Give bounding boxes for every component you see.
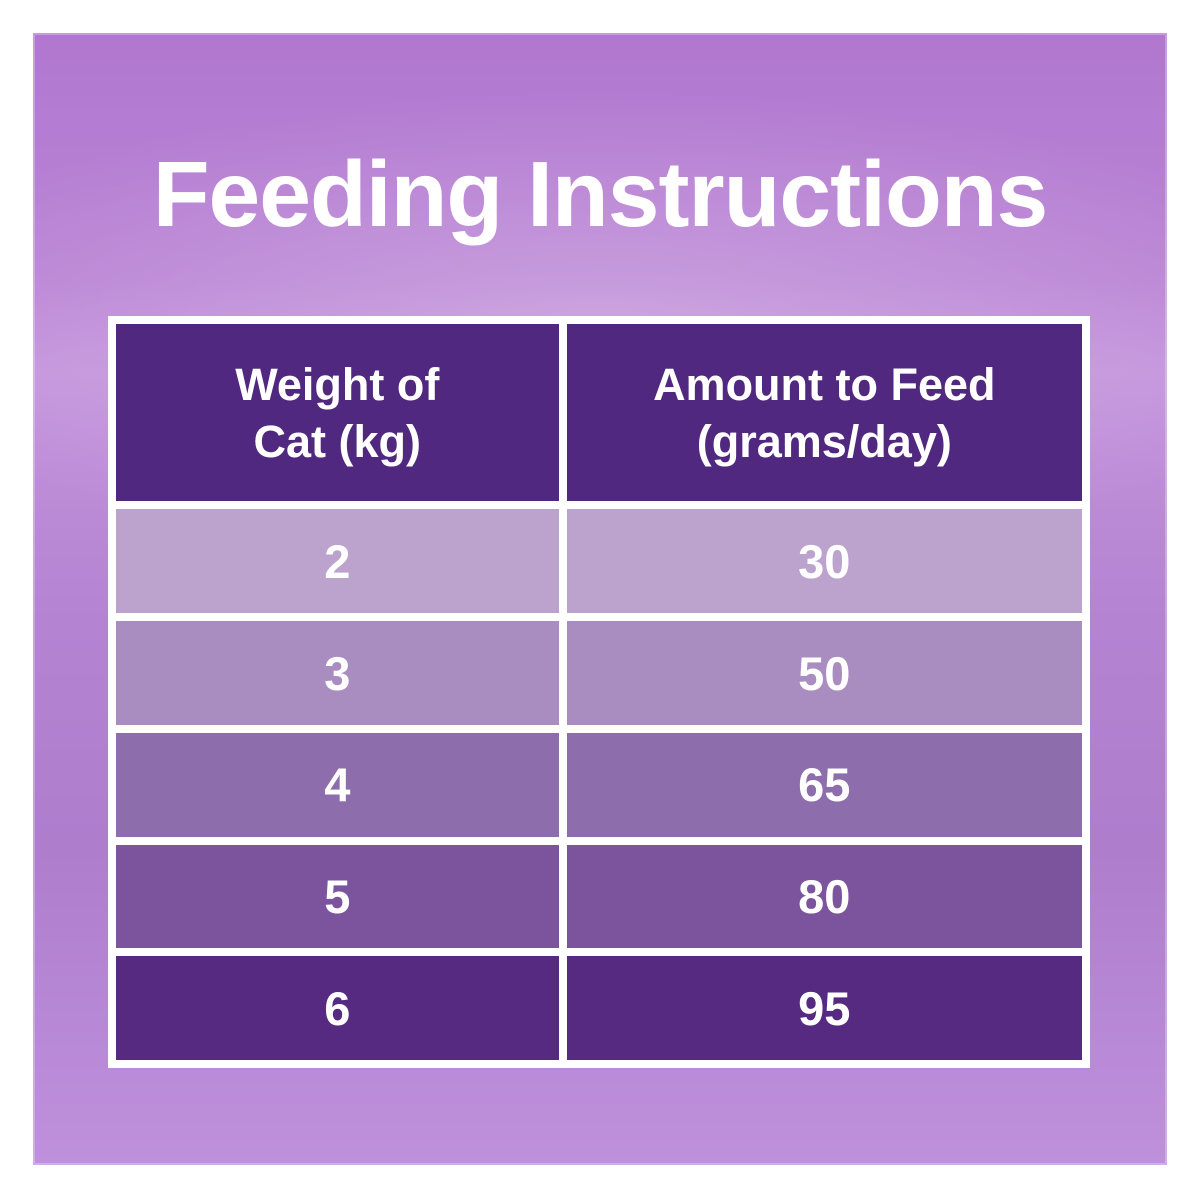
- weight-cell: 3: [116, 621, 559, 725]
- weight-cell: 4: [116, 732, 559, 837]
- feeding-table: Weight of Cat (kg) Amount to Feed (grams…: [108, 316, 1090, 1068]
- page-title: Feeding Instructions: [152, 142, 1049, 246]
- weight-cell: 5: [116, 844, 559, 949]
- amount-cell: 65: [566, 732, 1082, 837]
- column-header-weight: Weight of Cat (kg): [116, 324, 559, 502]
- weight-cell: 2: [116, 509, 559, 614]
- amount-cell: 30: [566, 509, 1082, 614]
- feeding-panel: Feeding Instructions Weight of Cat (kg) …: [33, 33, 1167, 1165]
- amount-cell: 80: [566, 844, 1082, 949]
- amount-cell: 50: [566, 621, 1082, 725]
- amount-cell: 95: [566, 956, 1082, 1060]
- weight-cell: 6: [116, 956, 559, 1060]
- column-header-amount: Amount to Feed (grams/day): [566, 324, 1082, 502]
